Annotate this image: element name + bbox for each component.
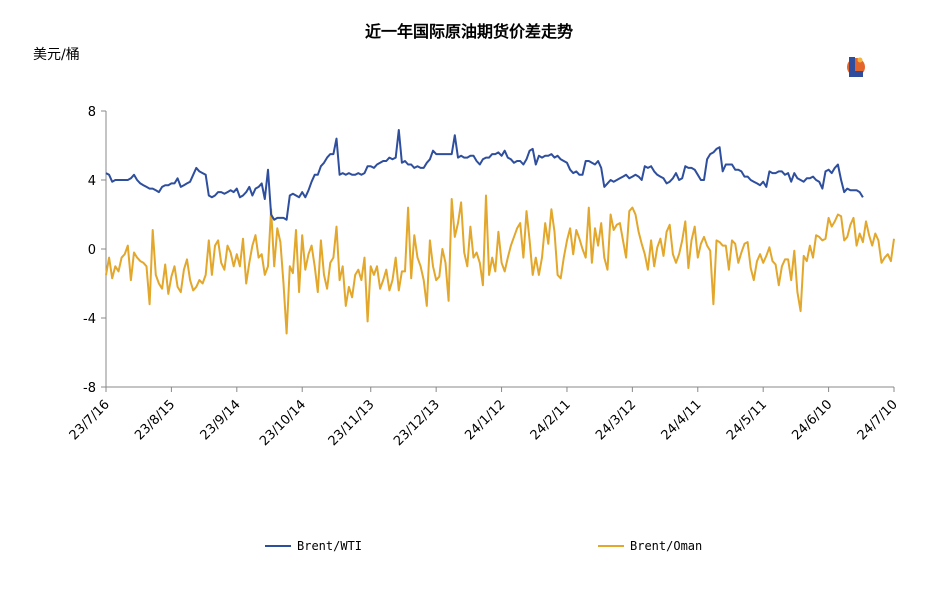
x-axis: 23/7/16 23/8/15 23/9/14 23/10/14 23/11/13 23/…: [67, 386, 901, 449]
brent-oman-line: [105, 194, 895, 335]
x-tick-label: 24/5/11: [724, 397, 770, 443]
brand-logo-icon: [847, 57, 865, 77]
plot-lines: [105, 129, 895, 335]
x-tick-label: 24/3/12: [593, 397, 639, 443]
legend: Brent/WTI Brent/Oman: [265, 539, 702, 553]
x-tick-label: 23/9/14: [198, 397, 244, 443]
legend-label: Brent/WTI: [297, 539, 362, 553]
y-tick-label: 8: [88, 105, 96, 120]
x-tick-label: 24/7/10: [855, 397, 901, 443]
x-tick-label: 23/8/15: [132, 397, 178, 443]
x-tick-label: 23/7/16: [67, 397, 113, 443]
y-tick-label: -4: [83, 312, 96, 327]
chart-title: 近一年国际原油期货价差走势: [364, 22, 573, 41]
x-tick-label: 24/2/11: [528, 397, 574, 443]
x-tick-label: 24/1/12: [462, 397, 508, 443]
y-tick-label: -8: [83, 381, 96, 396]
legend-label: Brent/Oman: [630, 539, 702, 553]
y-tick-label: 0: [88, 243, 96, 258]
x-tick-label: 23/12/13: [391, 397, 443, 449]
x-tick-label: 23/11/13: [326, 397, 378, 449]
y-axis-unit-label: 美元/桶: [33, 47, 80, 63]
x-tick-label: 24/4/11: [659, 397, 705, 443]
brand-logo: [846, 52, 916, 84]
x-tick-label: 24/6/10: [789, 397, 835, 443]
x-tick-label: 23/10/14: [257, 397, 309, 449]
brent-wti-line: [105, 129, 864, 221]
y-axis: -8 -4 0 4 8: [83, 105, 107, 396]
y-tick-label: 4: [88, 174, 96, 189]
